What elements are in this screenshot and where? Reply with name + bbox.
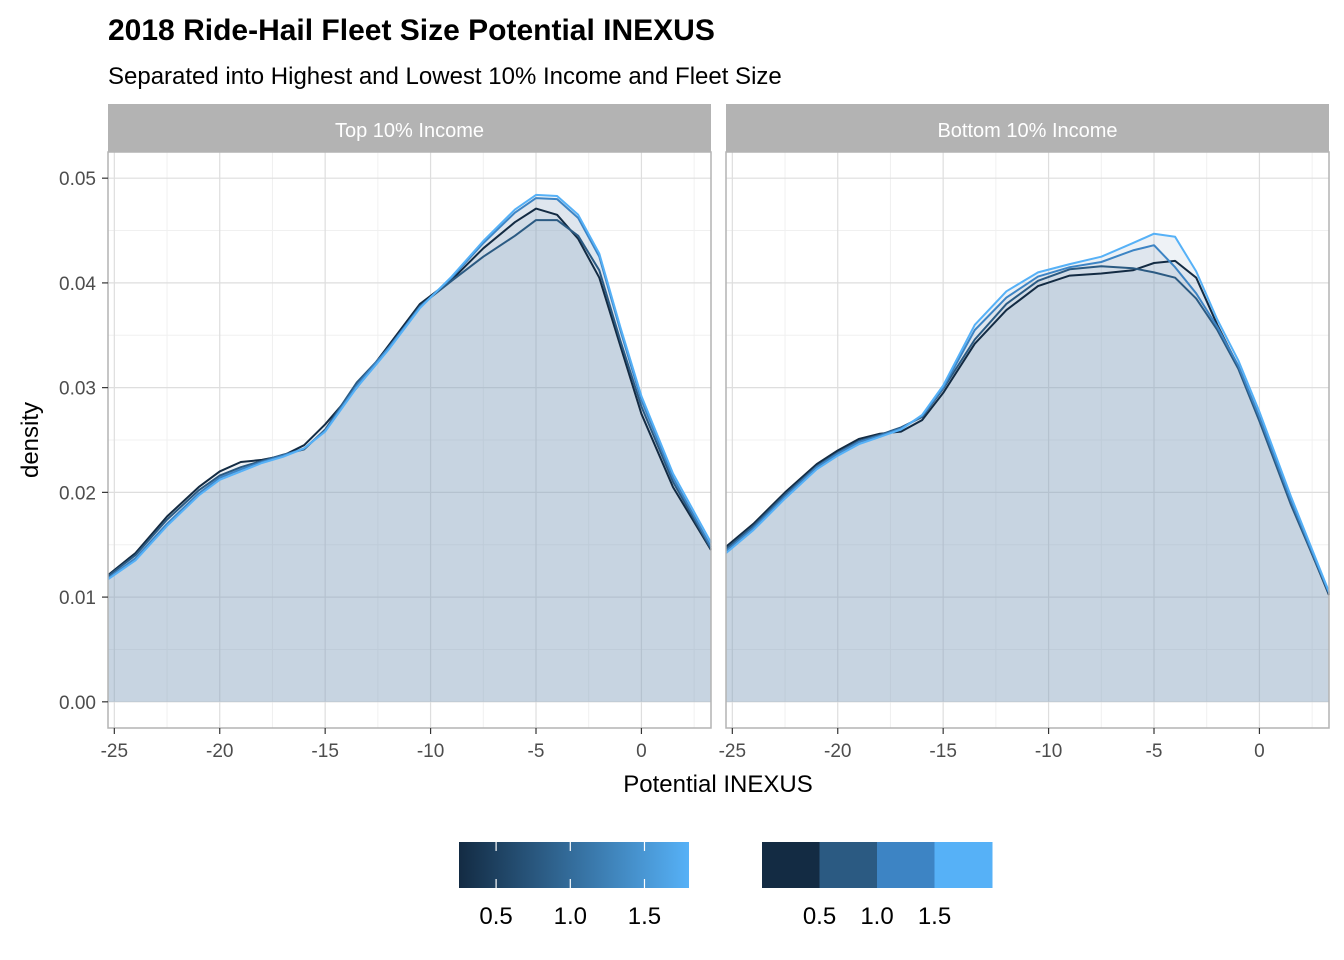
y-tick-label: 0.00: [59, 693, 96, 714]
density-area-4: [108, 194, 711, 702]
colorbar-label: 1.5: [628, 903, 661, 930]
chart-subtitle: Separated into Highest and Lowest 10% In…: [108, 63, 782, 90]
legend-key-2: [819, 842, 878, 888]
x-tick-label: -15: [311, 741, 338, 762]
facet-strip: [108, 104, 711, 152]
x-tick-label: -10: [1035, 741, 1062, 762]
legend-break-label: 1.0: [860, 903, 893, 930]
y-tick-label: 0.05: [59, 169, 96, 190]
density-series: [107, 193, 712, 702]
chart-title: 2018 Ride-Hail Fleet Size Potential INEX…: [108, 14, 715, 47]
density-area-2: [108, 220, 711, 702]
y-tick-label: 0.01: [59, 588, 96, 609]
facet-strip: [726, 104, 1329, 152]
x-tick-label: 0: [1254, 741, 1265, 762]
legend-key-4: [934, 842, 993, 888]
density-area-2: [726, 266, 1329, 702]
y-axis-title: density: [17, 402, 44, 478]
x-tick-label: -5: [528, 741, 545, 762]
x-axis-title: Potential INEXUS: [623, 771, 812, 798]
density-area-1: [108, 208, 711, 702]
x-tick-label: 0: [636, 741, 647, 762]
density-line-4: [107, 193, 712, 581]
facet-strip-label: Top 10% Income: [335, 120, 484, 142]
legend-break-label: 1.5: [918, 903, 951, 930]
density-line-1: [107, 207, 712, 576]
density-area-3: [726, 245, 1329, 702]
facet-strip-label: Bottom 10% Income: [937, 120, 1117, 142]
panel-border: [107, 151, 712, 729]
facet-panels: Top 10% Income -25 -20 -15 -10 -5 0 0.00 0.01 0.0…: [59, 104, 1330, 762]
legend-discrete: 0.5 1.0 1.5: [762, 842, 993, 930]
legend-key-1: [762, 842, 820, 888]
density-line-4: [725, 232, 1330, 593]
density-line-3: [725, 244, 1330, 594]
x-tick-label: -25: [101, 741, 128, 762]
density-series: [725, 232, 1330, 702]
colorbar-label: 0.5: [479, 903, 512, 930]
density-area-4: [726, 233, 1329, 702]
x-tick-label: -25: [719, 741, 746, 762]
gridlines: [108, 152, 711, 728]
y-tick-label: 0.03: [59, 379, 96, 400]
x-tick-label: -5: [1146, 741, 1163, 762]
legend-break-label: 0.5: [803, 903, 836, 930]
colorbar-gradient: [459, 842, 689, 888]
y-tick-label: 0.04: [59, 274, 96, 295]
facet-panel-1: Top 10% Income -25 -20 -15 -10 -5 0 0.00 0.01 0.0…: [59, 104, 712, 762]
legend-colorbar: 0.5 1.0 1.5: [459, 842, 689, 930]
gridlines: [726, 152, 1329, 728]
y-tick-label: 0.02: [59, 483, 96, 504]
facet-panel-2: Bottom 10% Income -25 -20 -15 -10 -5 0: [719, 104, 1330, 762]
density-area-3: [108, 198, 711, 702]
x-tick-label: -10: [417, 741, 444, 762]
x-tick-label: -15: [929, 741, 956, 762]
panel-border: [725, 151, 1330, 729]
colorbar-label: 1.0: [554, 903, 587, 930]
x-tick-label: -20: [824, 741, 851, 762]
x-tick-label: -20: [206, 741, 233, 762]
legend-key-3: [877, 842, 935, 888]
density-area-1: [726, 260, 1329, 702]
